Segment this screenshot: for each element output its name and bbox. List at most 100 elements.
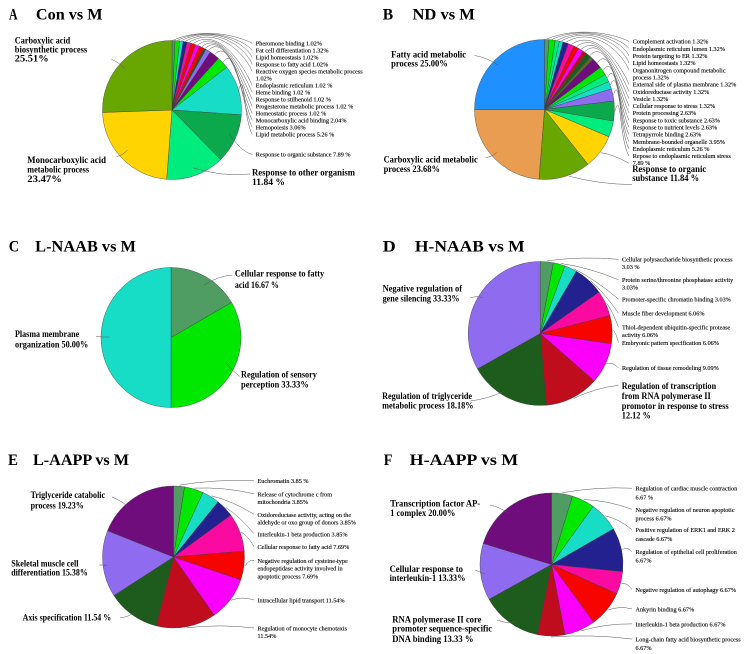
svg-text:Thiol-dependent ubiquitin-spe: Thiol-dependent ubiquitin-specific prote… [622, 325, 730, 332]
svg-text:Ankyrin binding 6.67%: Ankyrin binding 6.67% [636, 607, 695, 614]
svg-text:acid 16.67 %: acid 16.67 % [235, 280, 279, 290]
svg-text:Carboxylic acid: Carboxylic acid [15, 36, 70, 46]
svg-text:promotor in response to stress: promotor in response to stress [622, 401, 729, 411]
svg-text:Transcription factor AP-: Transcription factor AP- [390, 499, 480, 509]
svg-text:activity 6.06%: activity 6.06% [622, 332, 658, 339]
svg-text:3.03%: 3.03% [622, 285, 638, 292]
svg-text:Lipid homeostasis 1.02%: Lipid homeostasis 1.02% [256, 55, 319, 62]
svg-text:1.02%: 1.02% [256, 76, 272, 83]
svg-text:mitochondria 3.85%: mitochondria 3.85% [258, 499, 309, 506]
svg-text:biosynthetic process: biosynthetic process [15, 45, 88, 55]
svg-text:Organonitrogen compound metab: Organonitrogen compound metabolic [633, 67, 726, 74]
svg-text:11.84 %: 11.84 % [252, 177, 285, 187]
svg-text:process 25.00%: process 25.00% [391, 58, 448, 68]
svg-text:Progesterone metabolic process: Progesterone metabolic process 1.02 % [256, 104, 353, 111]
svg-text:process 1.32%: process 1.32% [633, 75, 669, 82]
svg-text:apoptotic process 7.69%: apoptotic process 7.69% [258, 573, 319, 580]
svg-text:Plasma membrane: Plasma membrane [15, 329, 79, 339]
svg-text:endopeptidase activity involve: endopeptidase activity involved in [258, 566, 343, 573]
svg-text:Response to organic substance: Response to organic substance 7.89 % [256, 152, 351, 159]
svg-text:Response to organic: Response to organic [632, 164, 706, 174]
svg-text:Regulation of sensory: Regulation of sensory [241, 370, 317, 380]
svg-text:substance 11.84 %: substance 11.84 % [632, 173, 699, 183]
svg-text:Complement activation 1.32%: Complement activation 1.32% [633, 39, 708, 46]
svg-text:H-NAAB vs M: H-NAAB vs M [415, 239, 525, 256]
svg-text:Triglyceride catabolic: Triglyceride catabolic [31, 490, 106, 500]
svg-text:Regulation of transcription: Regulation of transcription [622, 381, 716, 391]
svg-text:Heme binding 1.02 %: Heme binding 1.02 % [256, 90, 310, 97]
svg-text:1 complex 20.00%: 1 complex 20.00% [390, 508, 455, 518]
svg-text:Intracellular lipid transpor: Intracellular lipid transport 11.54% [258, 597, 345, 604]
svg-text:Homeostatic process 1.02 %: Homeostatic process 1.02 % [256, 111, 326, 118]
svg-text:Lipid metabolic process 5.26: Lipid metabolic process 5.26 % [256, 132, 335, 139]
svg-text:Endoplasmic reticulum 1.02 %: Endoplasmic reticulum 1.02 % [256, 83, 333, 90]
svg-text:Tetrapyrrole binding 2.63%: Tetrapyrrole binding 2.63% [633, 132, 701, 139]
svg-text:Negative regulation of neuron: Negative regulation of neuron apoptotic [636, 507, 735, 514]
svg-text:process 6.67%: process 6.67% [636, 515, 672, 522]
svg-text:Monocarboxylic acid: Monocarboxylic acid [27, 155, 106, 165]
svg-text:3.03 %: 3.03 % [622, 264, 640, 271]
svg-text:Pheromone binding 1.02%: Pheromone binding 1.02% [256, 41, 322, 48]
svg-text:Promoter-specific chromatin bi: Promoter-specific chromatin binding 3.03… [622, 296, 731, 303]
svg-text:Cellular response to fatty ac: Cellular response to fatty acid 7.69% [258, 544, 350, 551]
svg-text:Muscle fiber development 6.06%: Muscle fiber development 6.06% [622, 311, 704, 318]
svg-text:Negative regulation of cystei: Negative regulation of cysteine-type [258, 558, 348, 565]
svg-text:6.67%: 6.67% [636, 645, 652, 652]
svg-text:Regulation of monocyte chemot: Regulation of monocyte chemotaxis [258, 625, 348, 632]
svg-text:gene silencing 33.33%: gene silencing 33.33% [383, 294, 460, 304]
svg-text:Fat cell differentiation 1.32: Fat cell differentiation 1.32% [256, 48, 329, 55]
svg-text:B: B [383, 7, 394, 24]
svg-text:C: C [9, 239, 19, 256]
svg-text:Skeletal muscle cell: Skeletal muscle cell [11, 558, 79, 568]
svg-text:metabolic process 18.18%: metabolic process 18.18% [382, 401, 473, 411]
svg-text:Response to fatty acid 1.02%: Response to fatty acid 1.02% [256, 62, 328, 69]
svg-text:Cellular response to fatty: Cellular response to fatty [235, 269, 325, 279]
svg-text:Repose to endoplasmic reticulu: Repose to endoplasmic reticulum stress [633, 153, 732, 160]
svg-text:Vesicle 1.32%: Vesicle 1.32% [633, 96, 668, 103]
svg-text:Reactive oxygen species metabo: Reactive oxygen species metabolic proces… [256, 69, 363, 76]
svg-text:organization 50.00%: organization 50.00% [15, 340, 88, 350]
svg-text:Membrane-bounded organelle 3.: Membrane-bounded organelle 3.95% [633, 139, 725, 146]
svg-text:promoter sequence-specific: promoter sequence-specific [392, 624, 492, 634]
svg-text:cascade 6.67%: cascade 6.67% [636, 536, 673, 543]
svg-text:Regulation of tissue remodelin: Regulation of tissue remodeling 9.09% [622, 365, 719, 372]
svg-text:Response to toxic substance 2.: Response to toxic substance 2.63% [633, 117, 720, 124]
svg-text:Axis specification 11.54 %: Axis specification 11.54 % [23, 612, 112, 622]
svg-text:Response to other organism: Response to other organism [252, 168, 355, 178]
svg-text:Euchromatin 3.85 %: Euchromatin 3.85 % [258, 478, 309, 485]
svg-text:Embryonic pattern specificati: Embryonic pattern specification 6.06% [622, 340, 719, 347]
svg-text:differentiation 15.38%: differentiation 15.38% [11, 568, 88, 578]
svg-text:Lipid homeostasis 1.32%: Lipid homeostasis 1.32% [633, 60, 696, 67]
svg-text:Regulation of cardiac muscle c: Regulation of cardiac muscle contraction [636, 486, 738, 493]
svg-text:Oxidoreductase activity, acti: Oxidoreductase activity, acting on the [258, 512, 352, 519]
svg-text:6.67 %: 6.67 % [636, 495, 654, 502]
svg-text:Regulation of triglyceride: Regulation of triglyceride [382, 391, 472, 401]
svg-text:23.47%: 23.47% [27, 174, 62, 184]
svg-text:Long-chain fatty acid biosynth: Long-chain fatty acid biosynthetic proce… [636, 636, 742, 643]
svg-text:7.89 %: 7.89 % [633, 160, 651, 167]
svg-text:interleukin-1 13.33%: interleukin-1 13.33% [390, 573, 466, 583]
svg-text:Cellular response to stress 1.: Cellular response to stress 1.32% [633, 103, 715, 110]
svg-text:Monocarboxylic acid binding: Monocarboxylic acid binding 2.04% [256, 118, 347, 125]
svg-text:External side of plasma membra: External side of plasma membrane 1.32% [633, 82, 736, 89]
svg-text:Protein serine/threonine phos: Protein serine/threonine phosphatase act… [622, 277, 734, 284]
svg-text:Protein targeting to ER 1.32%: Protein targeting to ER 1.32% [633, 53, 708, 60]
svg-text:L-NAAB vs M: L-NAAB vs M [35, 239, 136, 256]
svg-text:Interleukin-1 beta production: Interleukin-1 beta production 6.67% [636, 621, 726, 628]
svg-text:Endoplasmic reticulum lumen 1.: Endoplasmic reticulum lumen 1.32% [633, 46, 725, 53]
svg-text:Negative regulation of: Negative regulation of [383, 284, 463, 294]
svg-text:6.67%: 6.67% [636, 558, 652, 565]
svg-text:process 23.68%: process 23.68% [384, 164, 440, 174]
svg-text:process 19.23%: process 19.23% [31, 501, 84, 511]
svg-text:Positive regulation of ERK1 a: Positive regulation of ERK1 and ERK 2 [636, 527, 735, 534]
svg-text:ND vs M: ND vs M [413, 7, 475, 24]
svg-text:A: A [9, 7, 18, 24]
svg-text:L-AAPP vs M: L-AAPP vs M [33, 452, 129, 469]
svg-text:Response to stilbenoid 1.02 %: Response to stilbenoid 1.02 % [256, 97, 331, 104]
svg-text:11.54%: 11.54% [258, 633, 277, 640]
svg-text:Protein processing 2.63%: Protein processing 2.63% [633, 110, 696, 117]
svg-text:Hemopoiesis 3.06%: Hemopoiesis 3.06% [256, 125, 306, 132]
svg-text:RNA polymerase II core: RNA polymerase II core [392, 614, 481, 624]
svg-text:25.51%: 25.51% [15, 54, 49, 64]
svg-text:Negative regulation of autoph: Negative regulation of autophagy 6.67% [636, 587, 737, 594]
